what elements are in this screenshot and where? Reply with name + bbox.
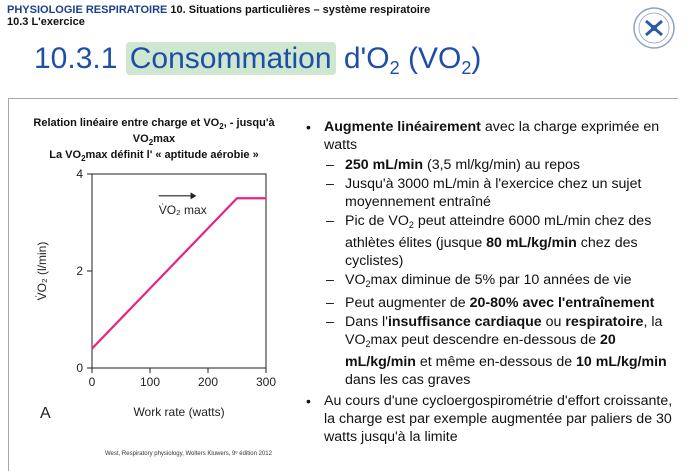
chart-annotation: V̇O₂ max	[159, 203, 207, 217]
course-name: PHYSIOLOGIE RESPIRATOIRE	[7, 4, 168, 16]
x-tick-label: 200	[198, 375, 218, 389]
annotation-arrowhead	[190, 192, 197, 200]
series-line	[91, 197, 266, 350]
y-tick-label: 0	[76, 361, 83, 375]
section-title: 10. Situations particulières – système r…	[170, 4, 431, 16]
sub-bullet-item: – VO2max diminue de 5% par 10 années de v…	[326, 272, 632, 289]
title-divider	[8, 98, 678, 99]
vo2-work-rate-chart: 0 100 200 300 0 2 4 V̇O₂ max Work rate (watts) V̇…	[35, 167, 276, 422]
x-tick-label: 300	[256, 375, 276, 389]
x-axis-label: Work rate (watts)	[133, 405, 224, 419]
sub-bullet-item: – Jusqu'à 3000 mL/min à l'exercice chez u…	[326, 176, 642, 210]
y-axis-label: V̇O₂ (l/min)	[35, 242, 49, 301]
panel-label: A	[40, 405, 51, 422]
sub-bullet-item: – Peut augmenter de 20-80% avec l'entraîn…	[326, 295, 655, 311]
y-tick-label: 4	[76, 167, 83, 181]
bullet-list: • Augmente linéairement avec la charge ex…	[300, 118, 678, 448]
bullet-item: • Augmente linéairement avec la charge ex…	[306, 119, 660, 153]
figure-caption: Relation linéaire entre charge et VO2, -…	[33, 117, 275, 164]
figure-credit: West, Respiratory physiology, Wolters Kl…	[105, 451, 272, 457]
y-tick-label: 2	[76, 264, 83, 278]
bullet-item: • Au cours d'une cycloergospirométrie d'e…	[306, 393, 673, 445]
slide-header: PHYSIOLOGIE RESPIRATOIRE 10. Situations …	[7, 4, 430, 28]
sub-bullet-item: –250 mL/min (3,5 ml/kg/min) au repos	[326, 157, 580, 173]
slide-title: 10.3.1 Consommation d'O2 (VO2)	[34, 42, 482, 78]
sub-bullet-item: – Dans l'insuffisance cardiaque ou respir…	[326, 314, 667, 388]
title-highlight: Consommation	[125, 42, 336, 75]
title-rest: d'O	[343, 42, 390, 75]
x-tick-label: 100	[140, 375, 160, 389]
left-border	[8, 98, 9, 471]
sub-bullet-item: – Pic de VO2 peut atteindre 6000 mL/min c…	[326, 213, 652, 269]
subsection-title: 10.3 L'exercice	[7, 16, 85, 28]
title-number: 10.3.1	[34, 42, 118, 75]
x-tick-label: 0	[89, 375, 96, 389]
university-seal-icon	[633, 7, 675, 49]
